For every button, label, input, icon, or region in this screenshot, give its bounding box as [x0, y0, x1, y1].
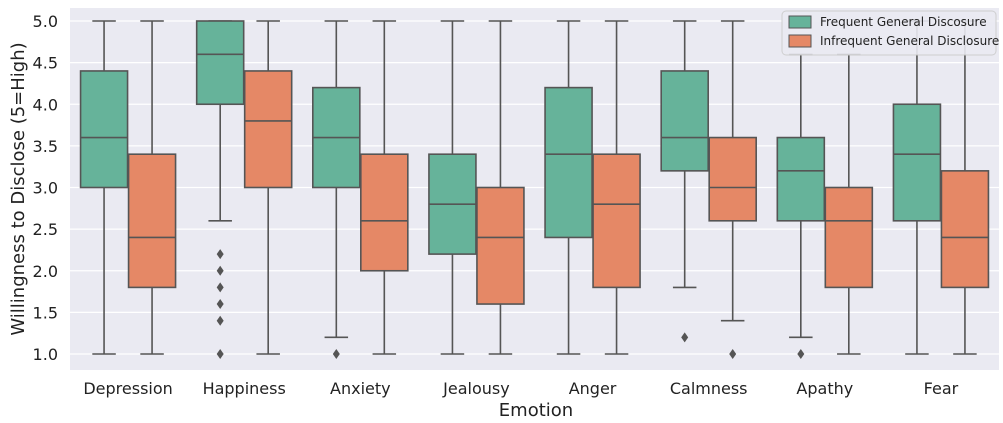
x-tick-label: Anxiety [330, 379, 391, 398]
y-axis-label: Willingness to Disclose (5=High) [8, 42, 29, 335]
x-tick-label: Depression [83, 379, 172, 398]
box-happiness-frequent [195, 20, 245, 359]
iqr-box [544, 86, 593, 239]
box-jealousy-frequent [428, 20, 477, 355]
outlier-point [729, 349, 737, 359]
iqr-box [892, 103, 942, 222]
box-anxiety-infrequent [360, 20, 409, 355]
iqr-box [79, 70, 129, 189]
outlier-point [216, 299, 224, 310]
iqr-box [660, 70, 709, 172]
x-tick-label: Happiness [203, 379, 286, 398]
box-apathy-infrequent [824, 53, 874, 355]
iqr-box [592, 153, 641, 289]
y-tick-label: 3.5 [33, 137, 58, 156]
outlier-point [216, 282, 224, 293]
iqr-box [708, 136, 757, 222]
iqr-box [776, 136, 826, 222]
legend: Frequent General Discosure Infrequent Ge… [781, 10, 999, 56]
iqr-box [127, 153, 177, 289]
box-depression-frequent [79, 20, 129, 355]
y-tick-label: 5.0 [33, 12, 58, 31]
outlier-point [332, 349, 340, 359]
legend-swatch-frequent [788, 15, 812, 29]
x-tick-label: Anger [569, 379, 617, 398]
box-calmness-infrequent [708, 20, 757, 359]
box-jealousy-infrequent [476, 20, 525, 355]
y-tick-label: 1.0 [33, 345, 58, 364]
legend-label-infrequent: Infrequent General Disclosure [820, 34, 999, 48]
iqr-box [360, 153, 409, 272]
y-tick-label: 4.5 [33, 54, 58, 73]
box-anger-frequent [544, 20, 593, 355]
box-apathy-frequent [776, 53, 826, 359]
legend-swatch-infrequent [788, 34, 812, 48]
outlier-point [216, 249, 224, 260]
outlier-point [681, 332, 689, 343]
y-tick-label: 1.5 [33, 303, 58, 322]
y-tick-label: 2.0 [33, 262, 58, 281]
boxes [79, 20, 990, 359]
box-happiness-infrequent [243, 20, 293, 355]
outlier-point [797, 349, 805, 359]
x-tick-label: Apathy [796, 379, 853, 398]
box-anxiety-frequent [312, 20, 361, 359]
iqr-box [476, 186, 525, 305]
x-tick-label: Fear [924, 379, 959, 398]
outlier-point [216, 315, 224, 326]
box-calmness-frequent [660, 20, 709, 343]
y-tick-label: 3.0 [33, 179, 58, 198]
y-tick-label: 4.0 [33, 95, 58, 114]
box-fear-infrequent [940, 20, 990, 355]
tick-labels: 1.0 1.5 2.0 2.5 3.0 3.5 4.0 4.5 5.0 Depression Hap… [33, 12, 959, 398]
x-axis-label: Emotion [499, 400, 573, 421]
iqr-box [195, 20, 245, 106]
iqr-box [243, 70, 293, 189]
box-anger-infrequent [592, 20, 641, 355]
x-tick-label: Calmness [670, 379, 748, 398]
iqr-box [824, 186, 874, 289]
legend-label-frequent: Frequent General Discosure [820, 15, 987, 29]
box-depression-infrequent [127, 20, 177, 355]
outlier-point [216, 349, 224, 359]
iqr-box [940, 170, 990, 289]
legend-box [781, 10, 997, 56]
x-tick-label: Jealousy [442, 379, 510, 398]
outlier-point [216, 265, 224, 276]
box-fear-frequent [892, 20, 942, 355]
y-tick-label: 2.5 [33, 220, 58, 239]
